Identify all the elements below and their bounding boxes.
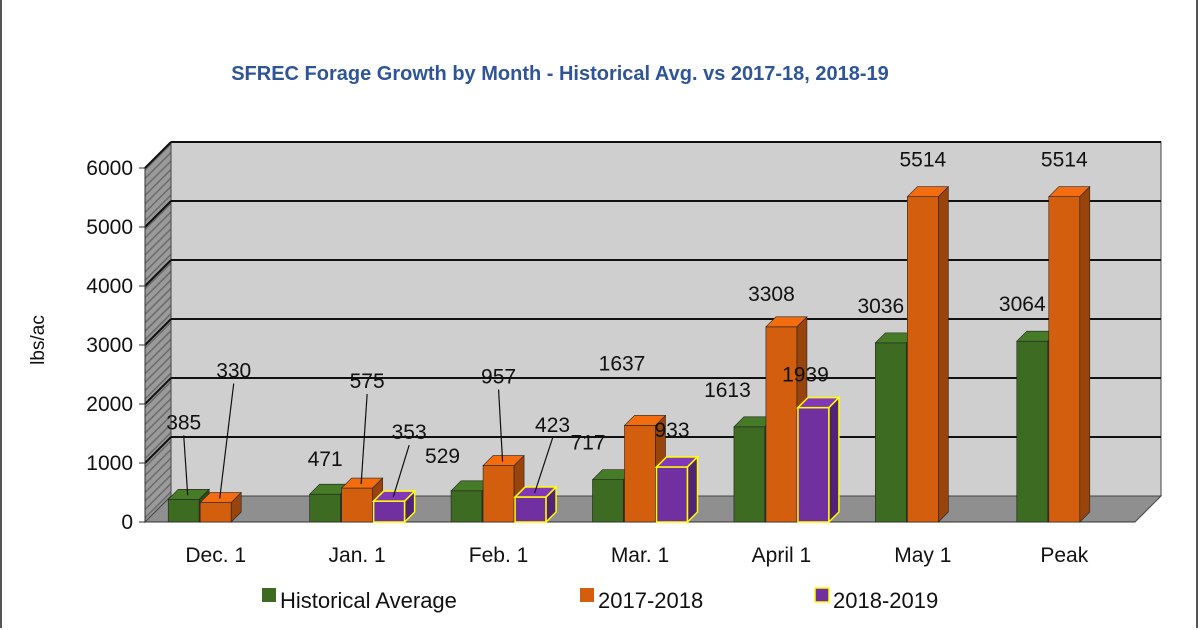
leader-line [219,383,235,499]
bar [513,485,558,524]
data-label: 353 [392,421,427,444]
data-label: 330 [216,360,251,383]
y-tick-label: 3000 [86,334,133,357]
bar-front [1016,340,1049,523]
bar-front [797,406,830,523]
chart-title: SFREC Forage Growth by Month - Historica… [231,63,889,85]
leader-line [360,394,368,485]
bar [199,491,242,523]
legend-swatch [262,588,276,602]
legend-swatch [814,587,830,603]
data-label: 5514 [1041,149,1088,172]
data-label: 1939 [782,364,829,387]
x-tick-label: Jan. 1 [329,544,386,567]
data-label: 1637 [599,352,646,375]
bar-front [482,465,515,523]
bar-front [167,498,200,523]
data-label: 529 [425,445,460,468]
gridline-side [144,200,172,228]
data-label: 385 [166,411,201,434]
leader-line [534,437,554,494]
leader-line [497,389,504,462]
leader-line [392,444,410,498]
data-label: 717 [570,432,605,455]
x-tick-label: April 1 [752,544,812,567]
data-label: 957 [481,366,516,389]
bar-front [733,426,766,523]
bar-front [592,479,624,523]
bar [1048,185,1091,523]
leader-line [183,435,189,496]
bar-side [403,489,416,524]
legend-swatch [580,588,594,602]
gridline-side [144,436,172,464]
bar [371,489,417,524]
legend-item: 2018-2019 [814,587,938,613]
data-label: 471 [308,448,343,471]
bar-front [341,487,373,523]
y-tick-label: 0 [121,511,133,534]
gridline-side [144,318,172,346]
bar-side [1079,185,1091,523]
legend-label: 2017-2018 [598,588,703,613]
y-tick-label: 4000 [86,275,133,298]
legend-label: 2018-2019 [833,588,938,613]
x-tick-label: Peak [1040,544,1088,567]
bar-front [655,466,689,523]
data-label: 3308 [748,283,795,306]
bar-front [309,493,341,523]
x-tick-label: Dec. 1 [185,544,246,567]
bar-front [624,425,656,523]
data-label: 3036 [857,295,904,318]
data-label: 3064 [999,293,1046,316]
y-tick-label: 6000 [86,157,133,180]
data-label: 5514 [899,149,946,172]
y-tick-label: 5000 [86,216,133,239]
x-tick-label: May 1 [894,544,951,567]
data-label: 423 [535,414,570,437]
gridline-side [144,377,172,405]
bar-front [372,500,406,523]
bar-side [686,455,699,524]
legend: Historical Average 2017-2018 2018-2019 [262,587,938,613]
legend-item: 2017-2018 [580,588,703,613]
legend-label: Historical Average [280,588,457,613]
gridline-side [144,141,172,169]
bar-side [828,395,840,524]
legend-item: Historical Average [262,588,457,613]
data-label: 575 [350,370,385,393]
data-label: 933 [654,419,689,442]
bar-front [765,326,798,523]
bar-front [199,502,232,523]
y-tick-label: 1000 [86,452,133,475]
bar-front [907,196,939,523]
x-tick-label: Mar. 1 [611,544,669,567]
bar-side [938,185,949,523]
bar-side [230,491,242,523]
bar-front [875,342,907,523]
bar-front [450,490,483,523]
bar-front [514,496,547,523]
bar [654,455,700,524]
gridline-side [144,259,172,287]
bar-front [1048,196,1081,523]
y-tick-label: 2000 [86,393,133,416]
bar [796,395,841,524]
x-tick-label: Feb. 1 [469,544,529,567]
bar-side [545,485,557,524]
y-axis-title: lbs/ac [28,315,49,365]
bar [906,185,950,523]
data-label: 1613 [704,379,751,402]
